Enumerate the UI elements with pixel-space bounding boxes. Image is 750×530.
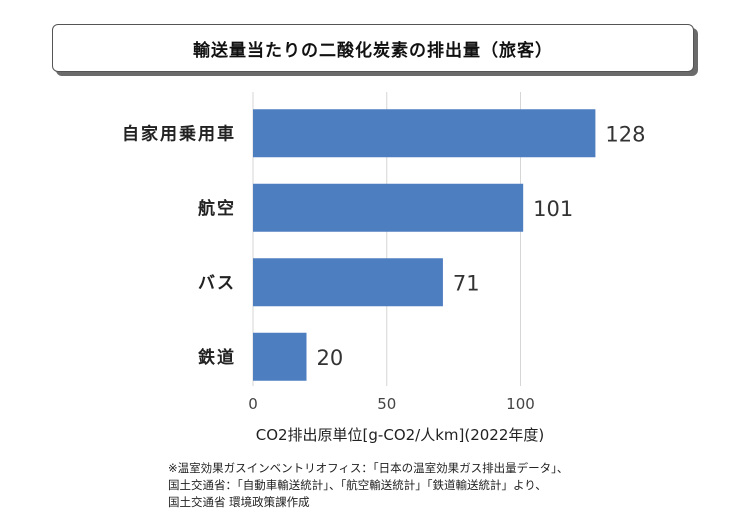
x-tick-label-0: 0 <box>248 395 258 413</box>
value-label-1: 101 <box>533 197 573 221</box>
source-note-line-1: ※温室効果ガスインベントリオフィス：「日本の温室効果ガス排出量データ」、 <box>168 461 569 475</box>
x-axis-label: CO2排出原単位[g-CO2/人km](2022年度) <box>255 426 545 444</box>
category-label-0: 自家用乗用車 <box>122 123 236 144</box>
x-tick-label-1: 50 <box>377 395 396 413</box>
bar-3 <box>253 332 307 381</box>
bar-2 <box>253 258 443 307</box>
category-label-1: 航空 <box>198 198 236 219</box>
bar-chart: 0 50 100 自家用乗用車 128 航空 101 バス 71 鉄道 20 <box>122 92 645 413</box>
source-note: ※温室効果ガスインベントリオフィス：「日本の温室効果ガス排出量データ」、 国土交… <box>168 460 728 511</box>
value-label-3: 20 <box>317 346 344 370</box>
category-label-3: 鉄道 <box>198 347 236 368</box>
value-label-0: 128 <box>605 122 645 146</box>
bar-0 <box>253 109 596 158</box>
value-label-2: 71 <box>453 271 480 295</box>
source-note-line-3: 国土交通省 環境政策課作成 <box>168 495 310 509</box>
category-label-2: バス <box>198 273 236 293</box>
x-tick-label-2: 100 <box>506 395 535 413</box>
bar-1 <box>253 183 524 232</box>
source-note-line-2: 国土交通省：「自動車輸送統計」、「航空輸送統計」「鉄道輸送統計」より、 <box>168 478 547 492</box>
chart-title: 輸送量当たりの二酸化炭素の排出量（旅客） <box>52 24 694 72</box>
